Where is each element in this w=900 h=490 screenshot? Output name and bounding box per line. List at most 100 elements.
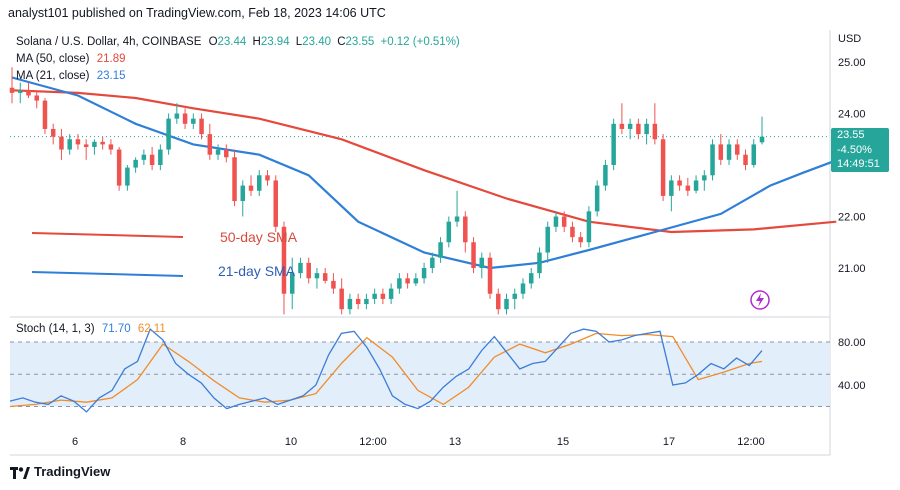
candle-body xyxy=(479,257,485,268)
candle-body xyxy=(397,278,402,289)
candle-body xyxy=(512,293,517,299)
candle-body xyxy=(355,298,361,305)
brand-footer[interactable]: TradingView xyxy=(10,464,110,479)
sma21-annotation: 21-day SMA xyxy=(218,263,296,279)
candle-body xyxy=(174,113,180,119)
open-value: 23.44 xyxy=(217,36,247,48)
candle-body xyxy=(570,226,575,238)
last-price: 23.55 xyxy=(837,129,865,141)
high-value: 23.94 xyxy=(260,36,290,48)
bolt-icon[interactable] xyxy=(750,290,770,310)
time-tick-label: 6 xyxy=(72,436,78,448)
candle-body xyxy=(611,123,616,165)
candle-body xyxy=(248,185,254,191)
candle-body xyxy=(586,211,592,243)
change-value: +0.12 (+0.51%) xyxy=(380,36,460,48)
candle-body xyxy=(9,87,15,93)
candle-body xyxy=(644,123,649,135)
symbol-label: Solana / U.S. Dollar, 4h, COINBASE xyxy=(16,36,202,48)
candle-body xyxy=(26,90,31,96)
candle-body xyxy=(751,144,757,165)
time-tick-label: 8 xyxy=(180,436,186,448)
ma21-label: MA (21, close) xyxy=(16,70,90,82)
candle-body xyxy=(710,144,715,176)
currency-label: USD xyxy=(838,33,861,45)
low-label: L xyxy=(295,36,303,48)
time-tick-label: 10 xyxy=(285,436,297,448)
publisher-header: analyst101 published on TradingView.com,… xyxy=(8,6,386,20)
candle-body xyxy=(669,180,674,196)
candle-body xyxy=(273,180,278,227)
last-price-tag: 23.55 -4.50% 14:49:51 xyxy=(831,128,889,172)
tradingview-logo-icon xyxy=(10,466,30,479)
candle-body xyxy=(726,144,732,160)
candle-body xyxy=(17,90,23,93)
candle-body xyxy=(545,226,550,253)
ma50-legend: MA (50, close) 21.89 xyxy=(16,53,125,65)
candle-body xyxy=(561,216,567,227)
price-tick-label: 24.00 xyxy=(838,109,866,121)
open-label: O xyxy=(208,36,218,48)
candle-body xyxy=(125,167,130,186)
candle-body xyxy=(652,123,658,140)
brand-name: TradingView xyxy=(34,464,111,479)
sma21-sample-line xyxy=(31,271,184,277)
ma21-value: 23.15 xyxy=(96,70,126,82)
time-tick-label: 12:00 xyxy=(737,436,765,448)
candle-body xyxy=(693,180,699,191)
price-tick-label: 25.00 xyxy=(838,57,866,69)
candle-body xyxy=(289,273,295,294)
candle-body xyxy=(347,298,353,310)
time-tick-label: 12:00 xyxy=(359,436,387,448)
price-change: -4.50% xyxy=(837,143,872,156)
stoch-k-line xyxy=(9,328,763,413)
candle-body xyxy=(166,118,171,150)
candle-body xyxy=(603,165,608,186)
candle-body xyxy=(158,149,163,165)
candle-body xyxy=(215,149,221,155)
candle-body xyxy=(636,123,641,135)
candle-body xyxy=(331,280,336,289)
stoch-d-line xyxy=(9,332,763,408)
candle-body xyxy=(537,252,542,274)
candle-body xyxy=(372,293,377,299)
candle-body xyxy=(141,154,147,160)
candle-body xyxy=(743,154,748,165)
bar-countdown: 14:49:51 xyxy=(837,158,880,170)
candle-body xyxy=(660,139,666,196)
candle-body xyxy=(298,262,303,274)
candle-body xyxy=(339,288,344,310)
candle-body xyxy=(83,144,89,147)
stoch-legend: Stoch (14, 1, 3) 71.70 62.11 xyxy=(16,323,166,335)
candle-body xyxy=(718,144,724,160)
candle-body xyxy=(322,273,328,281)
candle-body xyxy=(438,242,443,258)
candle-body xyxy=(496,293,501,310)
stoch-tick-label: 80.00 xyxy=(838,337,866,349)
candle-body xyxy=(281,226,287,294)
price-tick-label: 21.00 xyxy=(838,263,866,275)
candle-body xyxy=(67,139,72,150)
stoch-k-value: 71.70 xyxy=(101,323,131,335)
candle-body xyxy=(50,128,56,137)
candle-body xyxy=(224,149,229,158)
close-label: C xyxy=(337,36,346,48)
candle-body xyxy=(257,175,262,191)
candle-body xyxy=(306,262,311,279)
candle-body xyxy=(199,118,204,135)
ma50-line xyxy=(11,89,837,234)
candle-body xyxy=(702,175,707,181)
candle-body xyxy=(735,144,740,155)
candle-body xyxy=(504,298,509,310)
candle-body xyxy=(553,216,559,227)
candle-body xyxy=(265,175,270,181)
candle-body xyxy=(388,288,394,299)
moving-averages xyxy=(11,76,845,270)
candle-body xyxy=(240,185,246,202)
time-tick-label: 17 xyxy=(663,436,675,448)
candle-body xyxy=(520,283,526,294)
candle-body xyxy=(528,273,534,284)
candle-body xyxy=(100,141,105,145)
ohlc-legend: Solana / U.S. Dollar, 4h, COINBASE O23.4… xyxy=(16,36,460,48)
candle-body xyxy=(405,278,410,284)
